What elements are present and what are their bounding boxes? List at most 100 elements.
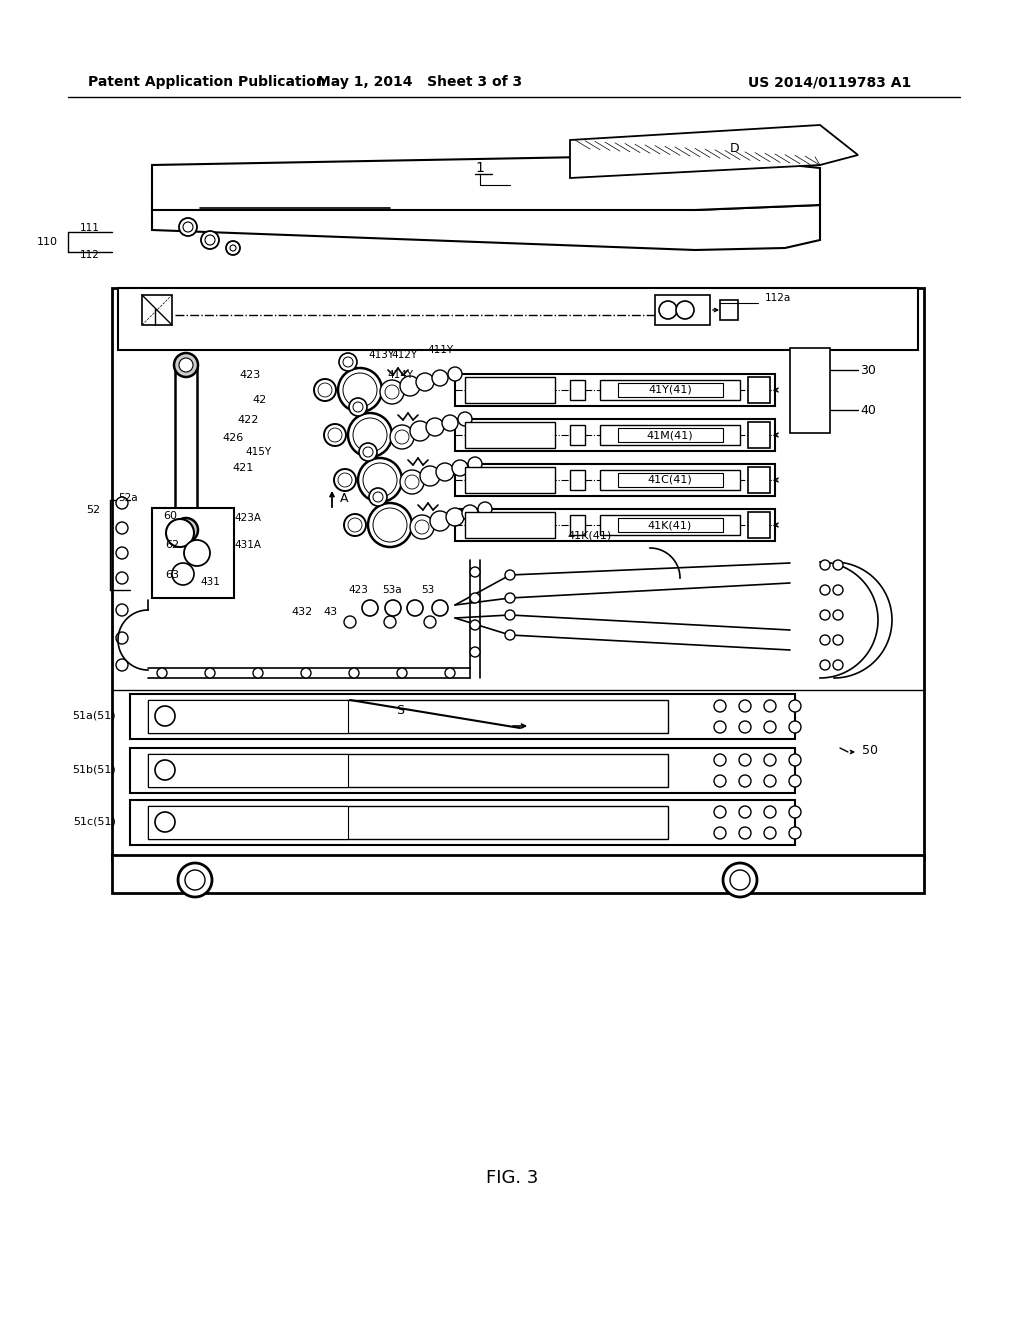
Circle shape	[505, 630, 515, 640]
Text: May 1, 2014   Sheet 3 of 3: May 1, 2014 Sheet 3 of 3	[317, 75, 522, 88]
Bar	[148, 807, 668, 840]
Bar	[455, 510, 775, 541]
Circle shape	[166, 519, 194, 546]
Circle shape	[334, 469, 356, 491]
Bar	[148, 700, 348, 733]
Bar	[618, 428, 723, 442]
Bar	[152, 508, 234, 598]
Circle shape	[395, 430, 409, 444]
Text: 41Y(41): 41Y(41)	[648, 385, 692, 395]
Bar	[465, 378, 555, 403]
Bar	[465, 512, 555, 539]
Text: 42: 42	[253, 395, 267, 405]
Circle shape	[432, 370, 449, 385]
Text: 30: 30	[860, 363, 876, 376]
Circle shape	[790, 700, 801, 711]
Text: 52: 52	[86, 506, 100, 515]
Circle shape	[820, 560, 830, 570]
Circle shape	[449, 367, 462, 381]
Circle shape	[178, 863, 212, 898]
Text: 415Y: 415Y	[245, 447, 271, 457]
Circle shape	[436, 463, 454, 480]
Circle shape	[420, 466, 440, 486]
Circle shape	[446, 508, 464, 525]
Bar	[790, 348, 830, 433]
Circle shape	[183, 222, 193, 232]
Circle shape	[833, 610, 843, 620]
Bar	[618, 383, 723, 397]
Circle shape	[452, 459, 468, 477]
Circle shape	[344, 513, 366, 536]
Circle shape	[314, 379, 336, 401]
Bar	[112, 288, 924, 861]
Circle shape	[179, 358, 193, 372]
Circle shape	[253, 668, 263, 678]
Circle shape	[339, 352, 357, 371]
Text: 413Y: 413Y	[368, 350, 394, 360]
Circle shape	[833, 660, 843, 671]
Circle shape	[820, 635, 830, 645]
Circle shape	[407, 601, 423, 616]
Circle shape	[739, 807, 751, 818]
Circle shape	[185, 870, 205, 890]
Circle shape	[426, 418, 444, 436]
Text: 41M(41): 41M(41)	[647, 430, 693, 440]
Circle shape	[470, 620, 480, 630]
Bar	[455, 374, 775, 407]
Circle shape	[179, 523, 193, 537]
Circle shape	[385, 601, 401, 616]
Circle shape	[415, 520, 429, 535]
Circle shape	[362, 463, 397, 498]
Circle shape	[410, 515, 434, 539]
Text: 40: 40	[860, 404, 876, 417]
Circle shape	[833, 585, 843, 595]
Circle shape	[172, 564, 194, 585]
Text: 426: 426	[222, 433, 244, 444]
Circle shape	[373, 508, 407, 543]
Circle shape	[470, 647, 480, 657]
Circle shape	[368, 503, 412, 546]
Circle shape	[362, 447, 373, 457]
Text: 52a: 52a	[118, 492, 137, 503]
Bar	[130, 694, 795, 739]
Text: 411Y: 411Y	[427, 345, 453, 355]
Bar	[618, 517, 723, 532]
Circle shape	[676, 301, 694, 319]
Text: 63: 63	[165, 570, 179, 579]
Circle shape	[116, 605, 128, 616]
Circle shape	[362, 601, 378, 616]
Circle shape	[764, 775, 776, 787]
Bar	[148, 807, 348, 840]
Bar	[570, 425, 585, 445]
Text: 422: 422	[238, 414, 259, 425]
Bar	[118, 288, 918, 350]
Circle shape	[116, 521, 128, 535]
Circle shape	[505, 593, 515, 603]
Circle shape	[764, 721, 776, 733]
Circle shape	[201, 231, 219, 249]
Circle shape	[462, 506, 478, 521]
Text: 423A: 423A	[234, 513, 261, 523]
Circle shape	[714, 775, 726, 787]
Text: 60: 60	[163, 511, 177, 521]
Bar	[748, 422, 770, 447]
Circle shape	[353, 418, 387, 451]
Circle shape	[349, 668, 359, 678]
Circle shape	[764, 807, 776, 818]
Bar	[148, 754, 348, 787]
Circle shape	[470, 568, 480, 577]
Circle shape	[505, 570, 515, 579]
Bar	[570, 515, 585, 535]
Circle shape	[820, 610, 830, 620]
Bar	[600, 380, 740, 400]
Bar	[455, 418, 775, 451]
Circle shape	[790, 807, 801, 818]
Circle shape	[468, 457, 482, 471]
Bar	[570, 470, 585, 490]
Circle shape	[714, 721, 726, 733]
Text: 112a: 112a	[765, 293, 792, 304]
Bar	[148, 700, 668, 733]
Circle shape	[739, 721, 751, 733]
Circle shape	[790, 754, 801, 766]
Text: 1: 1	[475, 161, 484, 176]
